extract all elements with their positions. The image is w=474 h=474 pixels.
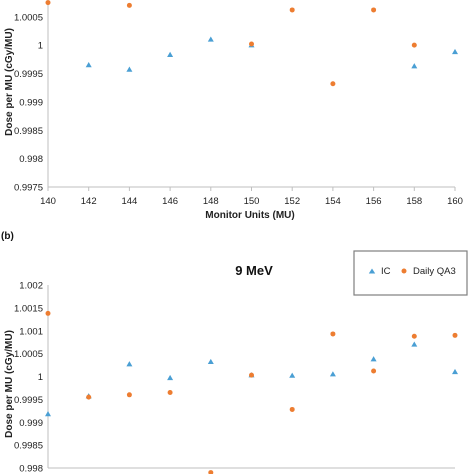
daily-qa3-point bbox=[371, 368, 377, 374]
daily-qa3-point bbox=[167, 390, 173, 396]
y-tick-label: 1.001 bbox=[19, 326, 43, 337]
daily-qa3-point bbox=[126, 2, 132, 8]
ic-point bbox=[167, 51, 174, 57]
x-tick-label: 154 bbox=[325, 196, 341, 207]
y-tick-label: 1.0005 bbox=[14, 349, 43, 360]
panel-a-axes bbox=[47, 0, 456, 191]
daily-qa3-point bbox=[330, 81, 336, 87]
legend-ic-label: IC bbox=[381, 266, 391, 277]
daily-qa3-point bbox=[86, 394, 92, 400]
daily-qa3-point bbox=[249, 372, 254, 378]
y-tick-label: 0.999 bbox=[19, 418, 43, 429]
legend-box bbox=[353, 250, 468, 296]
y-tick-label: 1 bbox=[38, 372, 43, 383]
ic-point bbox=[126, 361, 133, 367]
ic-point bbox=[411, 341, 418, 347]
daily-qa3-point bbox=[411, 42, 417, 48]
ic-point bbox=[167, 374, 174, 381]
x-tick-label: 152 bbox=[284, 196, 300, 207]
daily-qa3-point bbox=[289, 7, 295, 13]
panel-b-tick-labels: 0.998 0.9985 0.999 0.9995 1 1.0005 1.001 1.0015… bbox=[14, 281, 43, 474]
panel-a-tick-labels: 0.9975 0.998 0.9985 0.999 0.9995 1 1.0005 140 14… bbox=[14, 12, 463, 207]
y-tick-label: 0.9995 bbox=[14, 69, 43, 80]
x-tick-label: 160 bbox=[447, 196, 463, 207]
x-tick-label: 150 bbox=[244, 196, 260, 207]
x-tick-label: 140 bbox=[40, 196, 56, 207]
y-tick-label: 1.0015 bbox=[14, 303, 43, 314]
ic-point bbox=[85, 61, 92, 68]
daily-qa3-point bbox=[208, 470, 214, 474]
panel-b-title: 9 MeV bbox=[235, 263, 273, 278]
y-tick-label: 0.9995 bbox=[14, 395, 43, 406]
ic-point bbox=[329, 371, 336, 377]
panel-a-x-axis-title: Monitor Units (MU) bbox=[205, 210, 294, 221]
ic-point bbox=[452, 48, 458, 55]
x-tick-label: 156 bbox=[366, 196, 382, 207]
daily-qa3-point bbox=[411, 333, 417, 339]
y-tick-label: 0.9975 bbox=[14, 183, 43, 194]
daily-qa3-point bbox=[330, 331, 336, 337]
y-tick-label: 1.002 bbox=[19, 281, 43, 292]
ic-point bbox=[207, 358, 214, 365]
panel-b-label: (b) bbox=[1, 231, 14, 242]
ic-point bbox=[207, 36, 214, 42]
daily-qa3-point bbox=[45, 0, 51, 6]
daily-qa3-point bbox=[45, 310, 51, 316]
ic-point bbox=[45, 411, 51, 417]
ic-point bbox=[452, 368, 458, 375]
panel-b-data-points bbox=[45, 310, 458, 474]
x-tick-label: 146 bbox=[162, 196, 178, 207]
ic-point bbox=[411, 63, 418, 69]
y-tick-label: 1.0005 bbox=[14, 12, 43, 23]
chart-panel-b: (b) 9 MeV 0.998 0.9985 0.999 0.9995 1 1.0005 1… bbox=[1, 231, 468, 474]
daily-qa3-point bbox=[371, 7, 377, 13]
daily-qa3-point bbox=[452, 332, 458, 338]
daily-qa3-point bbox=[126, 392, 132, 398]
y-tick-label: 0.998 bbox=[19, 154, 43, 165]
x-tick-label: 148 bbox=[203, 196, 219, 207]
ic-point bbox=[370, 356, 377, 362]
chart-panel-a: 0.9975 0.998 0.9985 0.999 0.9995 1 1.0005 140 14… bbox=[4, 0, 463, 221]
panel-a-data-points bbox=[45, 0, 458, 87]
legend-qa3-label: Daily QA3 bbox=[413, 266, 456, 277]
y-tick-label: 1 bbox=[38, 41, 43, 52]
y-tick-label: 0.9985 bbox=[14, 126, 43, 137]
ic-point bbox=[126, 66, 133, 72]
y-tick-label: 0.999 bbox=[19, 97, 43, 108]
panel-b-y-axis-title: Dose per MU (cGy/MU) bbox=[4, 330, 15, 438]
x-tick-label: 144 bbox=[121, 196, 137, 207]
daily-qa3-point bbox=[249, 41, 254, 47]
y-tick-label: 0.998 bbox=[19, 464, 43, 474]
panel-b-legend: IC Daily QA3 bbox=[353, 250, 468, 296]
legend-qa3-marker bbox=[401, 268, 407, 274]
legend-ic-marker bbox=[368, 268, 376, 274]
panel-a-y-axis-title: Dose per MU (cGy/MU) bbox=[4, 28, 15, 136]
y-tick-label: 0.9985 bbox=[14, 441, 43, 452]
daily-qa3-point bbox=[289, 406, 295, 412]
x-tick-label: 158 bbox=[406, 196, 422, 207]
ic-point bbox=[289, 372, 296, 378]
x-tick-label: 142 bbox=[81, 196, 97, 207]
